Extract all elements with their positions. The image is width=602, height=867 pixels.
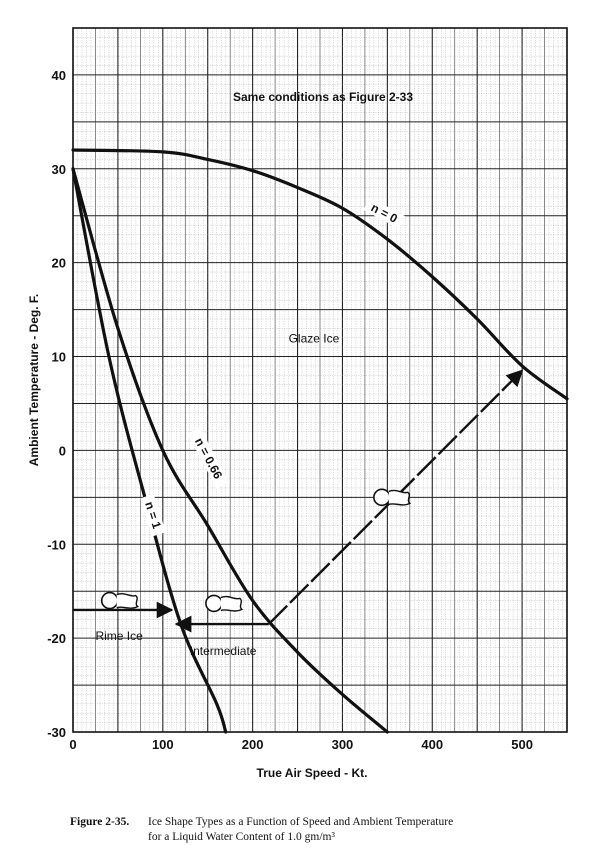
x-tick-label: 0 [69,737,76,752]
ice-shape-accretion [220,595,244,612]
ice-shape-cylinder [205,594,223,613]
ice-shape-chart: 0 100 200 300 400 500 -30 -20 -10 0 10 20 30 40 n = 0… [27,27,569,780]
x-tick-label: 500 [511,737,533,752]
x-axis-label: True Air Speed - Kt. [257,766,368,780]
series-curve-1 [71,167,389,734]
ice-shape-cylinder [100,591,119,610]
series-label-text: n = 1 [142,500,164,531]
region-label: Glaze Ice [289,331,340,345]
caption-line-1: Ice Shape Types as a Function of Speed a… [148,816,454,828]
x-tick-label: 300 [332,737,354,752]
x-tick-label: 200 [242,737,264,752]
glaze-ice-shape-marker [373,488,412,507]
y-tick-label: 10 [52,350,66,365]
rime-ice-shape-marker [100,591,140,610]
caption-number: Figure 2-35. [70,816,130,828]
y-tick-label: 20 [52,256,66,271]
y-tick-label: 30 [52,162,66,177]
series-label-bg [187,427,230,489]
chart-annotations: n = 0 n = 0.66 n = 1 Glaze Ice Rime Ice Inter… [95,197,406,658]
y-tick-label: -30 [47,725,66,740]
chart-axes [72,27,568,733]
series-label-2: n = 1 [140,493,166,537]
ice-shape-accretion [116,593,140,609]
series-curve-0 [71,148,569,401]
chart-grid [72,27,568,733]
x-tick-label: 100 [152,737,174,752]
chart-tick-labels: 0 100 200 300 400 500 -30 -20 -10 0 10 20 30 40 [47,68,533,752]
series-label-text: n = 0.66 [192,436,225,482]
y-tick-label: -10 [47,537,66,552]
y-axis-label: Ambient Temperature - Deg. F. [27,294,41,466]
ice-shape-cylinder [373,488,391,507]
y-tick-label: -20 [47,631,66,646]
series-label-bg [363,197,406,229]
chart-title: Same conditions as Figure 2-33 [233,90,413,104]
region-label: Rime Ice [95,629,143,643]
y-tick-label: 0 [59,443,66,458]
region-label: Intermediate [190,644,257,658]
x-tick-label: 400 [421,737,443,752]
series-label-0: n = 0 [363,197,406,229]
intermediate-ice-shape-marker [205,594,244,613]
ice-shape-accretion [388,489,412,506]
chart-construction-lines [73,369,524,633]
y-tick-label: 40 [52,68,66,83]
chart-ice-shape-markers [100,488,412,613]
series-label-bg [140,493,166,537]
figure-caption: Figure 2-35. Ice Shape Types as a Functio… [70,815,590,845]
plot-frame [72,27,568,733]
caption-line-2: for a Liquid Water Content of 1.0 gm/m³ [148,831,335,843]
